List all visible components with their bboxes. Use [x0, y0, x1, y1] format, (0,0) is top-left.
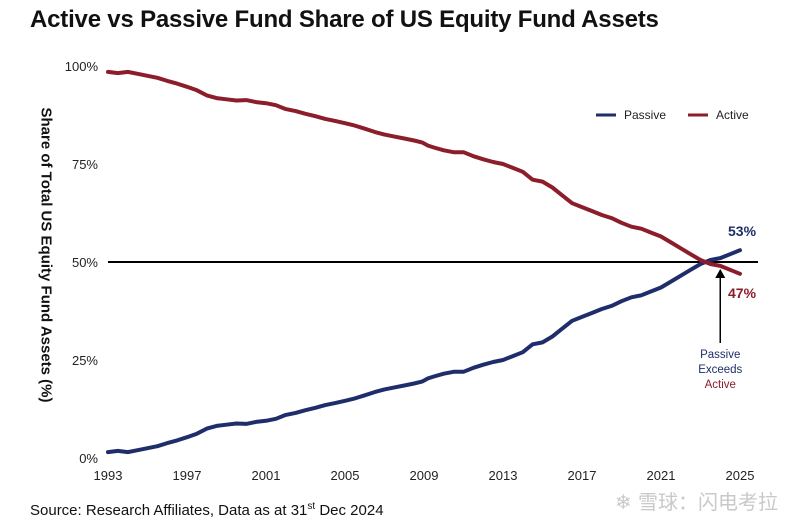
x-tick-label: 2009 — [410, 468, 439, 483]
end-label-active: 47% — [728, 285, 757, 301]
x-tick-label: 2017 — [568, 468, 597, 483]
x-tick-label: 2001 — [252, 468, 281, 483]
series-line-active — [106, 69, 742, 276]
legend-label-passive: Passive — [624, 108, 666, 122]
x-tick-label: 1997 — [173, 468, 202, 483]
annotation-text-active: Active — [705, 379, 736, 391]
x-tick-label: 2021 — [647, 468, 676, 483]
x-tick-label: 1993 — [94, 468, 123, 483]
x-tick-label: 2013 — [489, 468, 518, 483]
annotation-text-exceeds: Exceeds — [698, 364, 742, 376]
x-tick-label: 2025 — [726, 468, 755, 483]
y-tick-label: 0% — [79, 451, 98, 466]
annotation-text-passive: Passive — [700, 349, 740, 361]
y-tick-label: 100% — [65, 59, 99, 74]
y-tick-label: 75% — [72, 157, 98, 172]
y-tick-label: 25% — [72, 353, 98, 368]
x-tick-label: 2005 — [331, 468, 360, 483]
end-label-passive: 53% — [728, 223, 757, 239]
legend-label-active: Active — [716, 108, 749, 122]
chart-title: Active vs Passive Fund Share of US Equit… — [30, 6, 659, 33]
annotation-arrowhead — [715, 268, 726, 278]
series-line-passive — [106, 248, 742, 455]
source-note: Source: Research Affiliates, Data as at … — [30, 501, 384, 519]
watermark: ❄ 雪球：闪电考拉 — [614, 490, 778, 514]
y-tick-label: 50% — [72, 255, 98, 270]
